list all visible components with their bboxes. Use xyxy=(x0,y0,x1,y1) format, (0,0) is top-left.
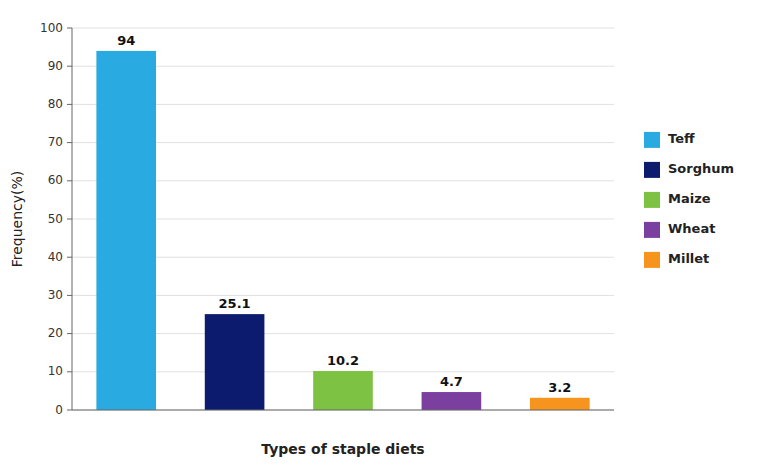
y-tick xyxy=(67,66,72,67)
bars xyxy=(96,51,589,410)
y-tick xyxy=(67,410,72,411)
y-tick-label: 60 xyxy=(48,173,63,187)
y-tick-label: 30 xyxy=(48,288,63,302)
y-tick-label: 50 xyxy=(48,212,63,226)
legend-label: Maize xyxy=(668,191,711,206)
legend-label: Sorghum xyxy=(668,161,734,176)
y-tick xyxy=(67,142,72,143)
legend-swatch xyxy=(644,252,660,268)
data-label: 10.2 xyxy=(327,353,359,368)
y-tick-label: 10 xyxy=(48,364,63,378)
y-tick xyxy=(67,104,72,105)
data-label: 4.7 xyxy=(440,374,463,389)
y-tick-label: 0 xyxy=(55,403,63,417)
y-tick xyxy=(67,295,72,296)
y-tick xyxy=(67,371,72,372)
bar xyxy=(530,398,590,410)
y-tick xyxy=(67,333,72,334)
y-tick-label: 70 xyxy=(48,135,63,149)
chart-container: 0 10 20 30 40 50 60 70 80 90 100 94 25.1 10.2 4.7 3.2 Ty… xyxy=(0,0,784,472)
bar xyxy=(205,314,265,410)
y-tick xyxy=(67,219,72,220)
data-label: 25.1 xyxy=(219,296,251,311)
legend-swatch xyxy=(644,162,660,178)
y-tick xyxy=(67,28,72,29)
legend-label: Millet xyxy=(668,251,709,266)
data-label: 3.2 xyxy=(548,380,571,395)
legend-swatch xyxy=(644,192,660,208)
y-tick-label: 100 xyxy=(40,21,63,35)
y-tick-label: 90 xyxy=(48,59,63,73)
bar xyxy=(96,51,156,410)
bar xyxy=(313,371,373,410)
legend-label: Teff xyxy=(668,131,695,146)
legend: Teff Sorghum Maize Wheat Millet xyxy=(644,131,734,268)
x-axis xyxy=(72,410,614,411)
legend-swatch xyxy=(644,222,660,238)
y-tick-label: 40 xyxy=(48,250,63,264)
x-axis-label: Types of staple diets xyxy=(261,441,424,457)
chart-svg: 0 10 20 30 40 50 60 70 80 90 100 94 25.1 10.2 4.7 3.2 Ty… xyxy=(0,0,784,472)
legend-label: Wheat xyxy=(668,221,715,236)
legend-swatch xyxy=(644,132,660,148)
y-axis xyxy=(72,28,73,410)
grid-line xyxy=(72,410,614,411)
y-tick-label: 80 xyxy=(48,97,63,111)
grid xyxy=(72,28,614,410)
data-label: 94 xyxy=(117,33,135,48)
bar xyxy=(422,392,482,410)
y-tick xyxy=(67,180,72,181)
grid-line xyxy=(72,28,614,29)
y-tick xyxy=(67,257,72,258)
y-tick-label: 20 xyxy=(48,326,63,340)
y-axis-label: Frequency(%) xyxy=(9,171,25,268)
